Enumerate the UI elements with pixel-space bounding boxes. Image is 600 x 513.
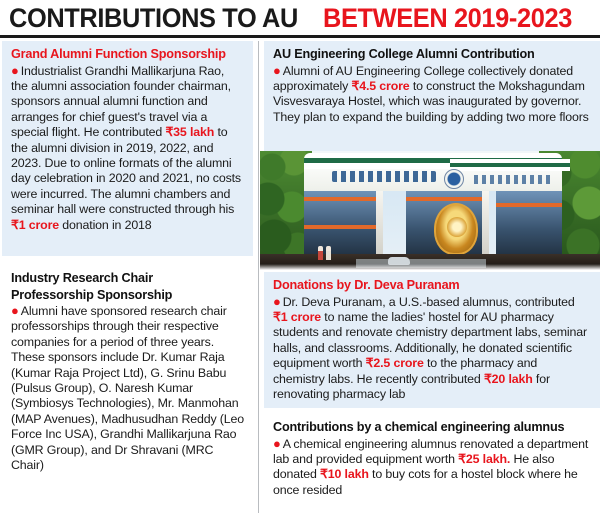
deva-amount-3: ₹20 lakh xyxy=(483,371,533,386)
card-body-deva-puranam: ● Dr. Deva Puranam, a U.S.-based alumnus,… xyxy=(273,295,592,403)
engineering-amount-1: ₹4.5 crore xyxy=(351,78,410,93)
grand-alumni-amount-2: ₹1 crore xyxy=(11,217,60,232)
deva-amount-2: ₹2.5 crore xyxy=(365,356,424,371)
bullet-icon: ● xyxy=(11,62,19,78)
card-body-research-chair: ● Alumni have sponsored research chair pr… xyxy=(11,304,244,473)
grand-alumni-text-2: to the alumni division in 2019, 2022, an… xyxy=(11,125,241,217)
photo-golden-emblem-icon xyxy=(434,203,478,255)
headline: CONTRIBUTIONS TO AU BETWEEN 2019-2023 xyxy=(0,0,600,38)
bullet-icon: ● xyxy=(273,435,281,451)
engineering-text-1: Alumni of AU Engineering College collect… xyxy=(273,63,573,93)
photo-pillar xyxy=(482,191,489,261)
photo-orange-band xyxy=(304,225,376,229)
deva-text-1: Dr. Deva Puranam, a U.S.-based alumnus, … xyxy=(282,294,575,309)
card-contributions-by-chemical-engineering-alumnus: Contributions by a chemical engineering … xyxy=(264,414,600,513)
photo-telugu-signage-primary xyxy=(332,171,436,182)
photo-bottom-fade xyxy=(260,264,600,270)
grand-alumni-text-3: donation in 2018 xyxy=(59,217,152,232)
card-title-deva-puranam: Donations by Dr. Deva Puranam xyxy=(273,277,460,292)
photo-person xyxy=(326,246,331,260)
headline-main-text: CONTRIBUTIONS TO AU xyxy=(9,2,298,33)
photo-pillar xyxy=(376,191,383,261)
card-body-engineering-college: ● Alumni of AU Engineering College collec… xyxy=(273,64,592,126)
photo-glass-facade-right xyxy=(496,191,562,261)
card-au-engineering-college-alumni-contribution: AU Engineering College Alumni Contributi… xyxy=(264,41,600,151)
card-title-grand-alumni: Grand Alumni Function Sponsorship xyxy=(11,46,226,61)
card-industry-research-chair: Industry Research Chair Professorship Sp… xyxy=(2,265,253,513)
card-body-chemical-alumnus: ● A chemical engineering alumnus renovate… xyxy=(273,437,592,499)
photo-university-logo-icon xyxy=(444,169,464,189)
chem-text-2: He also donated xyxy=(273,451,555,482)
card-title-engineering-college: AU Engineering College Alumni Contributi… xyxy=(273,46,535,61)
card-title-research-chair-line1: Industry Research Chair xyxy=(11,270,153,285)
deva-text-3: to the pharmacy and chemistry labs. He r… xyxy=(273,356,538,386)
deva-text-4: for renovating pharmacy lab xyxy=(273,371,550,401)
headline-accent-text: BETWEEN 2019-2023 xyxy=(323,2,573,33)
photo-orange-band xyxy=(496,203,562,207)
photo-orange-band xyxy=(304,197,376,201)
bullet-icon: ● xyxy=(11,303,19,318)
card-title-research-chair-line2: Professorship Sponsorship xyxy=(11,286,173,302)
photo-road xyxy=(356,259,486,268)
card-donations-by-dr-deva-puranam: Donations by Dr. Deva Puranam ● Dr. Deva … xyxy=(264,272,600,408)
right-column: AU Engineering College Alumni Contributi… xyxy=(258,41,600,513)
card-body-grand-alumni: ● Industrialist Grandhi Mallikarjuna Rao,… xyxy=(11,64,244,233)
chem-text-3: to buy cots for a hostel block where he … xyxy=(273,467,578,497)
grand-alumni-text-1: Industrialist Grandhi Mallikarjuna Rao, … xyxy=(11,63,231,140)
left-column: Grand Alumni Function Sponsorship ● Indus… xyxy=(0,41,253,513)
grand-alumni-amount-1: ₹35 lakh xyxy=(165,125,215,140)
deva-text-2: to name the ladies' hostel for AU pharma… xyxy=(273,309,587,371)
research-chair-text: Alumni have sponsored research chair pro… xyxy=(11,304,245,473)
bullet-icon: ● xyxy=(273,62,281,78)
bullet-icon: ● xyxy=(273,293,281,309)
photo-telugu-signage-secondary xyxy=(474,175,552,184)
deva-amount-1: ₹1 crore xyxy=(273,309,322,324)
photo-au-campus-gate xyxy=(260,151,600,270)
photo-trees-left xyxy=(260,151,312,270)
photo-orange-band xyxy=(406,197,482,201)
card-title-chemical-alumnus: Contributions by a chemical engineering … xyxy=(273,419,565,434)
chem-text-1: A chemical engineering alumnus renovated… xyxy=(273,436,589,466)
chem-amount-1: ₹25 lakh. xyxy=(458,451,511,466)
chem-amount-2: ₹10 lakh xyxy=(320,467,369,482)
engineering-text-2: to construct the Mokshagundam Visvesvara… xyxy=(273,78,589,124)
card-grand-alumni-function-sponsorship: Grand Alumni Function Sponsorship ● Indus… xyxy=(2,41,253,256)
photo-person xyxy=(318,246,323,260)
photo-car xyxy=(388,257,410,265)
photo-green-canopy-secondary xyxy=(450,159,570,171)
